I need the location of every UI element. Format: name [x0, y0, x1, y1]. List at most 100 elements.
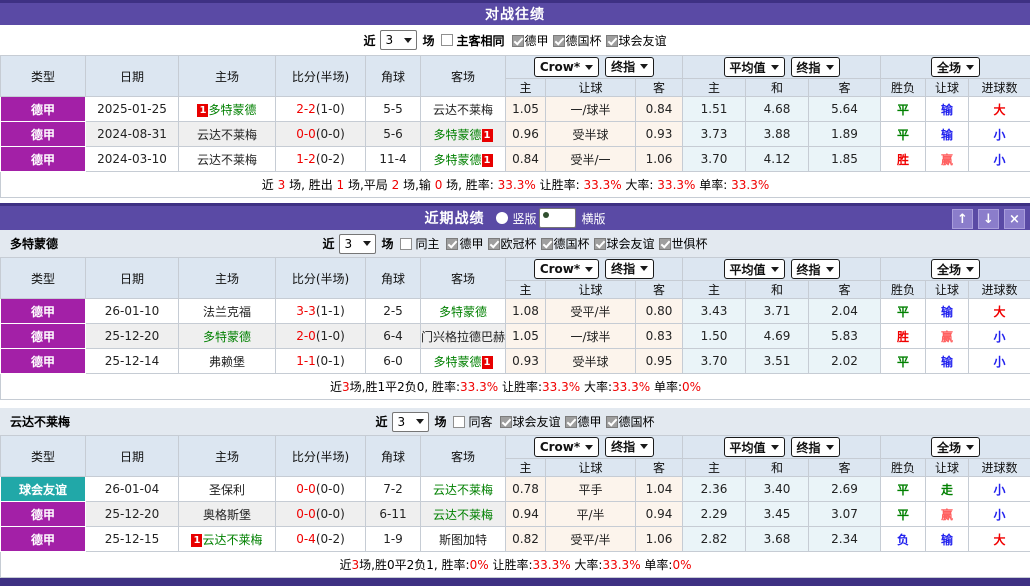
average-odds-dropdown[interactable]: 平均值: [724, 57, 785, 77]
crow-final-dropdown[interactable]: 终指: [605, 57, 654, 77]
crow-final-dropdown[interactable]: 终指: [605, 437, 654, 457]
summary-segment: 场,胜0平2负1, 胜率:: [359, 558, 469, 572]
league-checkbox[interactable]: [512, 35, 524, 47]
league-checkbox[interactable]: [659, 238, 671, 250]
average-odds-dropdown[interactable]: 平均值: [724, 437, 785, 457]
chevron-down-icon: [640, 64, 648, 69]
summary-row: 近 3 场, 胜出 1 场,平局 2 场,输 0 场, 胜率: 33.3% 让胜…: [1, 172, 1030, 198]
sub-header-7: 让球: [926, 281, 969, 299]
same-home-checkbox[interactable]: [400, 238, 412, 250]
away-team-cell: 云达不莱梅: [421, 502, 506, 527]
full-match-dropdown[interactable]: 全场: [931, 437, 980, 457]
chevron-down-icon: [404, 38, 412, 43]
chevron-down-icon: [771, 445, 779, 450]
summary-segment: 0%: [672, 558, 691, 572]
league-checkbox-label: 世俱杯: [672, 237, 708, 251]
avg-away-cell: 2.34: [809, 527, 881, 552]
avg-draw-cell: 3.40: [746, 477, 809, 502]
league-checkbox[interactable]: [565, 416, 577, 428]
league-checkbox[interactable]: [594, 238, 606, 250]
league-checkbox[interactable]: [553, 35, 565, 47]
full-match-dropdown[interactable]: 全场: [931, 259, 980, 279]
type-cell: 球会友谊: [1, 477, 86, 502]
date-cell: 25-12-14: [86, 349, 179, 374]
handicap-result-cell: 赢: [926, 502, 969, 527]
avg-draw-cell: 3.68: [746, 527, 809, 552]
summary-segment: 大率:: [580, 380, 612, 394]
summary-row: 近3场,胜1平2负0, 胜率:33.3% 让胜率:33.3% 大率:33.3% …: [1, 374, 1030, 400]
sub-header-4: 和: [746, 459, 809, 477]
corner-cell: 6-4: [366, 324, 421, 349]
team2-summary-body: 近3场,胜0平2负1, 胜率:0% 让胜率:33.3% 大率:33.3% 单率:…: [1, 552, 1030, 578]
date-cell: 26-01-04: [86, 477, 179, 502]
result-cell: 平: [881, 299, 926, 324]
summary-segment: 大率:: [571, 558, 603, 572]
team1-count-value: 3: [344, 237, 352, 251]
panel-buttons: ↑ ↓ ×: [952, 209, 1025, 229]
recent-title-bar: 近期战绩 竖版 横版 ↑ ↓ ×: [0, 203, 1030, 230]
full-match-dropdown-label: 全场: [937, 261, 961, 278]
league-checkbox[interactable]: [541, 238, 553, 250]
team-name: 多特蒙德: [433, 355, 481, 369]
rank-badge: 1: [482, 129, 493, 142]
score-cell: 1-1(0-1): [276, 349, 366, 374]
odds-away-cell: 1.04: [636, 477, 683, 502]
league-checkbox[interactable]: [488, 238, 500, 250]
corner-cell: 5-6: [366, 122, 421, 147]
avg-draw-cell: 3.51: [746, 349, 809, 374]
avg-home-cell: 2.29: [683, 502, 746, 527]
same-away-checkbox[interactable]: [453, 416, 465, 428]
league-checkbox[interactable]: [500, 416, 512, 428]
sub-header-3: 主: [683, 459, 746, 477]
average-odds-dropdown-label: 平均值: [730, 439, 766, 456]
odds-away-cell: 0.80: [636, 299, 683, 324]
col-header-0: 类型: [1, 436, 86, 477]
summary-segment: 近: [330, 380, 342, 394]
same-venue-checkbox[interactable]: [441, 34, 453, 46]
move-down-button[interactable]: ↓: [978, 209, 999, 229]
h2h-count-select[interactable]: 3: [380, 30, 417, 50]
col-header-5: 客场: [421, 56, 506, 97]
odds-handicap-cell: 受半/一: [546, 147, 636, 172]
rank-badge: 1: [482, 356, 493, 369]
team1-count-select[interactable]: 3: [339, 234, 376, 254]
league-checkbox[interactable]: [606, 416, 618, 428]
crow-odds-dropdown[interactable]: Crow*: [534, 437, 599, 457]
league-checkbox-label: 德甲: [459, 237, 483, 251]
date-cell: 25-12-20: [86, 324, 179, 349]
move-up-button[interactable]: ↑: [952, 209, 973, 229]
team-name: 云达不莱梅: [197, 128, 257, 142]
sub-header-6: 胜负: [881, 281, 926, 299]
away-team-cell: 斯图加特: [421, 527, 506, 552]
full-match-dropdown[interactable]: 全场: [931, 57, 980, 77]
handicap-result-cell: 赢: [926, 324, 969, 349]
odds-handicap-cell: 受平/半: [546, 527, 636, 552]
summary-segment: 33.3%: [657, 178, 695, 192]
chevron-down-icon: [966, 65, 974, 70]
average-final-dropdown[interactable]: 终指: [791, 437, 840, 457]
vertical-layout-radio[interactable]: [496, 212, 508, 224]
crow-final-dropdown[interactable]: 终指: [605, 259, 654, 279]
league-checkbox[interactable]: [606, 35, 618, 47]
avg-home-cell: 1.50: [683, 324, 746, 349]
sub-header-0: 主: [506, 459, 546, 477]
horizontal-layout-radio[interactable]: [539, 208, 576, 228]
crow-odds-dropdown[interactable]: Crow*: [534, 57, 599, 77]
close-button[interactable]: ×: [1004, 209, 1025, 229]
summary-segment: 33.3%: [583, 178, 621, 192]
date-cell: 2024-03-10: [86, 147, 179, 172]
score-cell: 2-2(1-0): [276, 97, 366, 122]
average-final-dropdown[interactable]: 终指: [791, 259, 840, 279]
team2-count-select[interactable]: 3: [392, 412, 429, 432]
league-checkbox[interactable]: [446, 238, 458, 250]
chevron-down-icon: [966, 267, 974, 272]
average-final-dropdown[interactable]: 终指: [791, 57, 840, 77]
average-odds-dropdown[interactable]: 平均值: [724, 259, 785, 279]
crow-odds-dropdown[interactable]: Crow*: [534, 259, 599, 279]
chevron-down-icon: [416, 419, 424, 424]
home-team-cell: 云达不莱梅: [179, 122, 276, 147]
